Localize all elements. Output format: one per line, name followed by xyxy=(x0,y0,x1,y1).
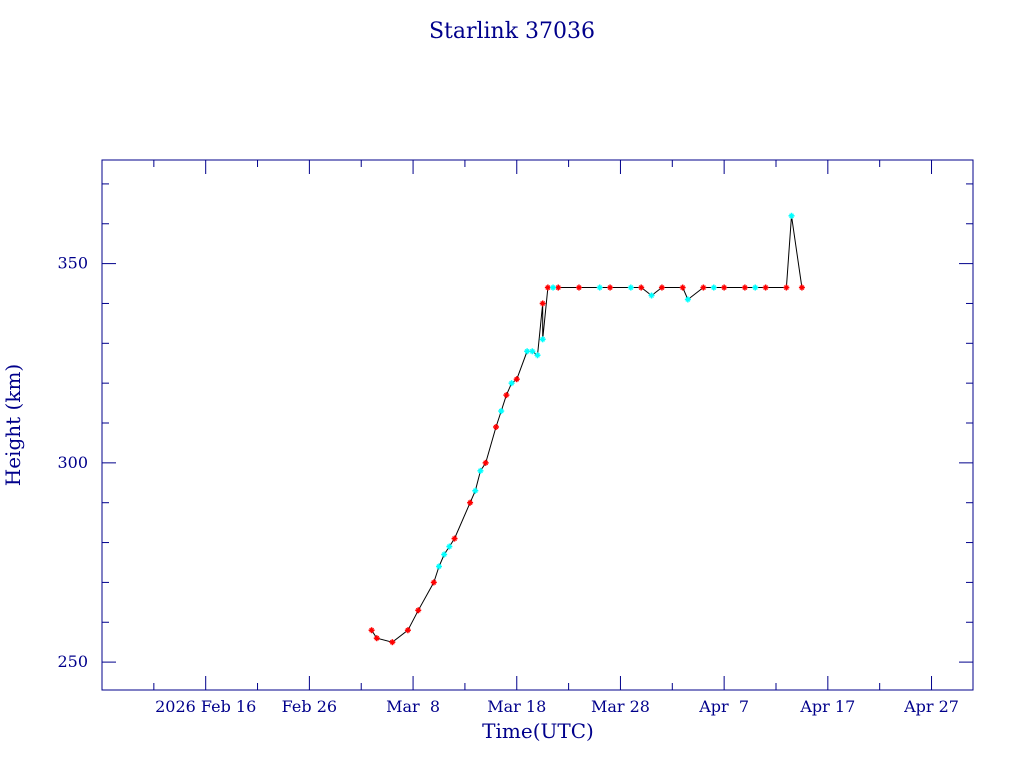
red-marker xyxy=(544,284,551,291)
red-marker xyxy=(741,284,748,291)
red-marker xyxy=(415,607,422,614)
chart-title: Starlink 37036 xyxy=(429,19,595,44)
red-marker xyxy=(430,579,437,586)
y-axis-label: Height (km) xyxy=(1,364,25,486)
red-marker xyxy=(451,535,458,542)
cyan-marker xyxy=(550,284,557,291)
red-marker xyxy=(798,284,805,291)
cyan-marker xyxy=(477,467,484,474)
red-marker xyxy=(762,284,769,291)
red-marker xyxy=(467,499,474,506)
data-markers xyxy=(368,212,805,646)
red-marker xyxy=(513,376,520,383)
red-marker xyxy=(721,284,728,291)
red-marker xyxy=(493,423,500,430)
cyan-marker xyxy=(596,284,603,291)
x-tick-label: Apr 27 xyxy=(903,697,959,716)
cyan-marker xyxy=(435,563,442,570)
cyan-marker xyxy=(534,352,541,359)
cyan-marker xyxy=(627,284,634,291)
x-axis-ticks: 2026 Feb 16 Feb 26 Mar 8 Mar 18 Mar 28 Apr 7 A… xyxy=(153,160,959,716)
red-marker xyxy=(575,284,582,291)
cyan-marker xyxy=(529,348,536,355)
red-marker xyxy=(555,284,562,291)
red-marker xyxy=(373,635,380,642)
red-marker xyxy=(607,284,614,291)
red-marker xyxy=(389,639,396,646)
cyan-marker xyxy=(441,551,448,558)
cyan-marker xyxy=(788,212,795,219)
x-tick-label: Apr 7 xyxy=(698,697,749,716)
x-tick-label: Feb 26 xyxy=(282,697,337,716)
red-marker xyxy=(482,459,489,466)
y-tick-label: 350 xyxy=(57,254,88,273)
red-marker xyxy=(539,300,546,307)
x-tick-label: Mar 8 xyxy=(386,697,440,716)
x-tick-label: Mar 28 xyxy=(591,697,650,716)
x-axis-label: Time(UTC) xyxy=(482,719,594,743)
cyan-marker xyxy=(472,487,479,494)
x-tick-label: 2026 Feb 16 xyxy=(155,697,256,716)
red-marker xyxy=(404,627,411,634)
y-tick-label: 250 xyxy=(57,652,88,671)
height-trace-line xyxy=(371,215,803,643)
red-marker xyxy=(700,284,707,291)
red-marker xyxy=(503,392,510,399)
y-axis-ticks: 250 300 350 xyxy=(57,183,973,671)
red-marker xyxy=(658,284,665,291)
red-marker xyxy=(638,284,645,291)
cyan-marker xyxy=(539,336,546,343)
red-marker xyxy=(368,627,375,634)
cyan-marker xyxy=(752,284,759,291)
y-tick-label: 300 xyxy=(57,453,88,472)
cyan-marker xyxy=(684,296,691,303)
red-marker xyxy=(679,284,686,291)
cyan-marker xyxy=(710,284,717,291)
cyan-marker xyxy=(498,408,505,415)
plot-frame xyxy=(101,159,974,691)
cyan-marker xyxy=(446,543,453,550)
cyan-marker xyxy=(648,292,655,299)
x-tick-label: Mar 18 xyxy=(487,697,546,716)
cyan-marker xyxy=(508,380,515,387)
cyan-marker xyxy=(524,348,531,355)
x-tick-label: Apr 17 xyxy=(799,697,855,716)
red-marker xyxy=(783,284,790,291)
